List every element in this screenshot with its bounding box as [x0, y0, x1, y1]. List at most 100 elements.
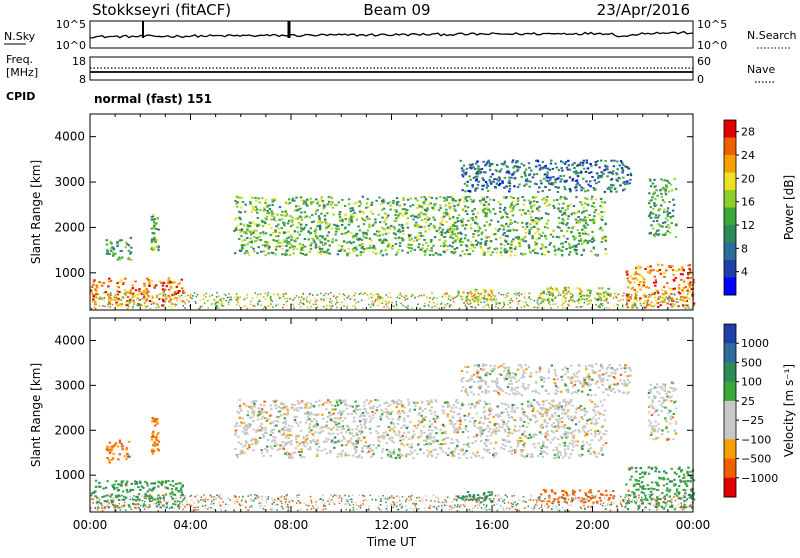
echo-cell — [559, 175, 561, 177]
echo-cell — [156, 239, 158, 241]
echo-cell — [454, 210, 456, 212]
echo-cell — [544, 446, 546, 448]
speckle-cell — [445, 305, 447, 307]
speckle-cell — [123, 297, 125, 299]
echo-cell — [449, 245, 451, 247]
echo-cell — [582, 441, 584, 443]
echo-cell — [300, 252, 302, 254]
echo-cell — [587, 234, 589, 236]
echo-cell — [178, 290, 180, 292]
echo-cell — [665, 226, 667, 228]
echo-cell — [286, 250, 288, 252]
echo-cell — [480, 246, 482, 248]
echo-cell — [158, 503, 160, 505]
echo-cell — [472, 250, 474, 252]
echo-cell — [158, 449, 160, 451]
echo-cell — [564, 424, 566, 426]
echo-cell — [411, 247, 413, 249]
echo-cell — [519, 209, 521, 211]
speckle-cell — [174, 306, 176, 308]
speckle-cell — [163, 293, 165, 295]
echo-cell — [235, 228, 237, 230]
echo-cell — [240, 422, 242, 424]
cpid-mode: normal (fast) 151 — [94, 92, 212, 106]
echo-cell — [603, 294, 605, 296]
echo-cell — [464, 205, 466, 207]
echo-cell — [466, 457, 468, 459]
echo-cell — [247, 427, 249, 429]
speckle-cell — [165, 300, 167, 302]
echo-cell — [483, 225, 485, 227]
echo-cell — [535, 217, 537, 219]
echo-cell — [671, 222, 673, 224]
echo-cell — [578, 407, 580, 409]
echo-cell — [514, 165, 516, 167]
echo-cell — [671, 265, 673, 267]
echo-cell — [125, 458, 127, 460]
echo-cell — [497, 201, 499, 203]
echo-cell — [648, 287, 650, 289]
echo-cell — [245, 250, 247, 252]
echo-cell — [456, 225, 458, 227]
speckle-cell — [145, 306, 147, 308]
speckle-cell — [510, 299, 512, 301]
echo-cell — [266, 420, 268, 422]
echo-cell — [412, 219, 414, 221]
speckle-cell — [311, 306, 313, 308]
echo-cell — [303, 456, 305, 458]
echo-cell — [346, 242, 348, 244]
speckle-cell — [323, 300, 325, 302]
echo-cell — [470, 224, 472, 226]
echo-cell — [548, 189, 550, 191]
echo-cell — [592, 236, 594, 238]
speckle-cell — [562, 307, 564, 309]
echo-cell — [539, 295, 541, 297]
speckle-cell — [686, 299, 688, 301]
echo-cell — [132, 284, 134, 286]
echo-cell — [158, 229, 160, 231]
echo-cell — [158, 481, 160, 483]
echo-cell — [564, 297, 566, 299]
echo-cell — [465, 210, 467, 212]
echo-cell — [359, 229, 361, 231]
echo-cell — [332, 238, 334, 240]
speckle-cell — [686, 295, 688, 297]
echo-cell — [280, 414, 282, 416]
speckle-cell — [99, 305, 101, 307]
echo-cell — [568, 403, 570, 405]
echo-cell — [359, 409, 361, 411]
nave-right-tick-bottom: 0 — [697, 73, 704, 86]
echo-cell — [513, 177, 515, 179]
speckle-cell — [529, 296, 531, 298]
echo-cell — [486, 207, 488, 209]
echo-cell — [171, 491, 173, 493]
echo-cell — [134, 295, 136, 297]
echo-cell — [387, 454, 389, 456]
echo-cell — [529, 173, 531, 175]
echo-cell — [317, 252, 319, 254]
echo-cell — [503, 421, 505, 423]
echo-cell — [567, 169, 569, 171]
echo-cell — [262, 225, 264, 227]
echo-cell — [345, 444, 347, 446]
echo-cell — [153, 219, 155, 221]
echo-cell — [394, 214, 396, 216]
echo-cell — [471, 417, 473, 419]
echo-cell — [152, 297, 154, 299]
speckle-cell — [411, 296, 413, 298]
echo-cell — [613, 165, 615, 167]
echo-cell — [534, 252, 536, 254]
echo-cell — [483, 412, 485, 414]
speckle-cell — [404, 300, 406, 302]
speckle-cell — [151, 304, 153, 306]
echo-cell — [456, 247, 458, 249]
echo-cell — [639, 267, 641, 269]
echo-band — [233, 196, 607, 257]
echo-cell — [288, 243, 290, 245]
echo-cell — [356, 219, 358, 221]
colorbar-tick-label: 8 — [741, 242, 748, 255]
echo-cell — [331, 197, 333, 199]
speckle-cell — [564, 295, 566, 297]
echo-cell — [449, 196, 451, 198]
echo-cell — [456, 228, 458, 230]
